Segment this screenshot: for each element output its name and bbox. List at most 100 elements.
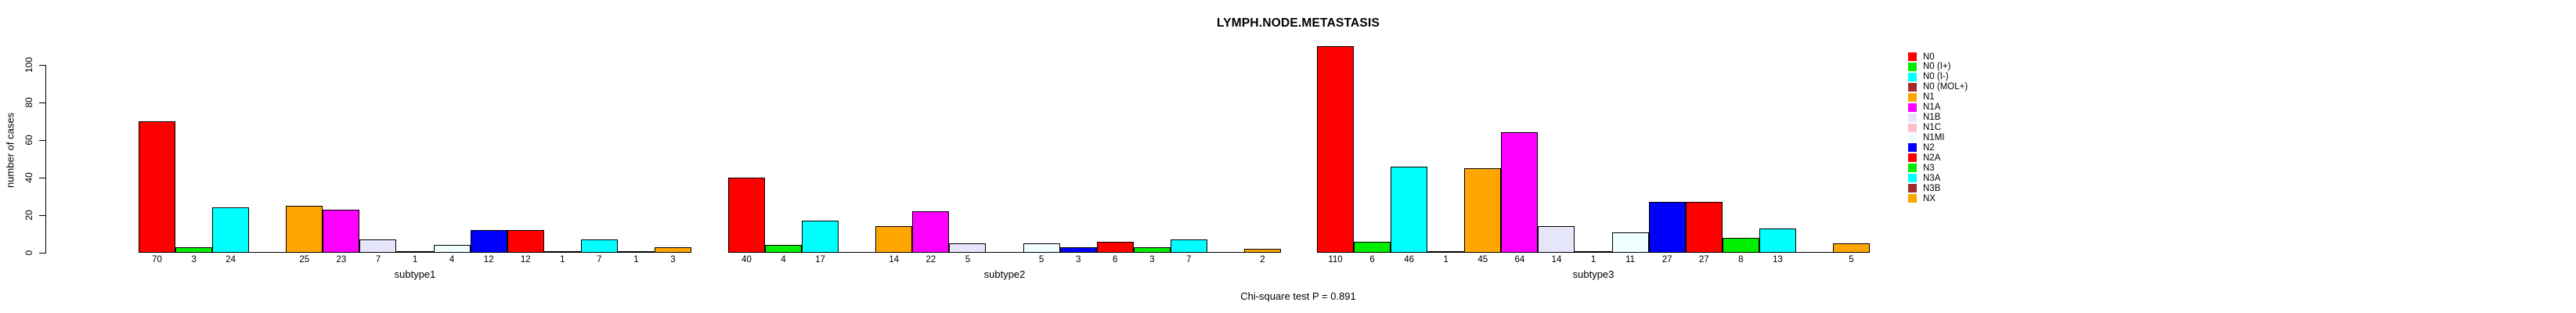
bar-zero-line [839,252,876,253]
bar-value-label: 13 [1772,255,1783,264]
bar-value-label: 6 [1369,255,1375,264]
bar [1685,202,1723,253]
bar [507,230,544,253]
legend-label: N1 [1923,92,1935,103]
bar-value-label: 46 [1404,255,1415,264]
bar [1611,232,1649,253]
legend-label: N3 [1923,163,1935,173]
bar [1243,249,1282,253]
bar-value-label: 14 [889,255,900,264]
legend-swatch [1908,113,1917,122]
y-tick-label: 100 [23,56,34,74]
y-axis-label: number of cases [4,112,16,189]
legend-label: N1MI [1923,132,1945,142]
bar [286,206,323,253]
y-tick-label: 20 [23,210,34,221]
y-tick-mark [39,252,45,254]
bar-value-label: 23 [336,255,347,264]
bar [212,207,250,253]
bar-value-label: 7 [1186,255,1192,264]
legend-swatch [1908,62,1917,71]
legend-label: N0 [1923,52,1935,62]
bar [728,178,766,253]
legend-label: N3A [1923,173,1941,183]
group-label: subtype1 [394,268,436,280]
bar [802,221,839,253]
bar [1096,241,1134,253]
bar [139,121,176,253]
bar [396,250,434,253]
bar-value-label: 8 [1738,255,1744,264]
bar-value-label: 4 [449,255,455,264]
legend-label: N1A [1923,103,1941,113]
bar-value-label: 17 [815,255,826,264]
bar-value-label: 3 [1149,255,1155,264]
legend-swatch [1908,133,1917,142]
group-label: subtype2 [983,268,1026,280]
bar-value-label: 25 [299,255,310,264]
bar-value-label: 70 [152,255,162,264]
legend-label: N0 (I+) [1923,62,1951,72]
bar-value-label: 64 [1514,255,1525,264]
bar [1354,241,1391,253]
legend-swatch [1908,174,1917,183]
bar [1538,226,1575,253]
bar [1648,202,1686,253]
bar-zero-line [1207,252,1244,253]
legend-swatch [1908,72,1917,81]
bar-value-label: 5 [1038,255,1044,264]
legend-swatch [1908,143,1917,153]
bar-value-label: 1 [560,255,565,264]
legend-label: N1C [1923,123,1942,132]
legend-swatch [1908,52,1917,61]
bar [175,246,213,253]
bar [617,250,655,253]
bar-value-label: 27 [1698,255,1709,264]
bar-value-label: 1 [1590,255,1596,264]
bar [1759,228,1796,253]
y-tick-mark [39,139,45,141]
group-label: subtype3 [1572,268,1615,280]
y-tick-label: 80 [23,97,34,108]
bar [1501,132,1539,253]
y-tick-mark [39,214,45,216]
y-tick-label: 0 [23,250,34,256]
bar [912,211,950,253]
legend-label: N2A [1923,153,1941,163]
bar [1391,166,1428,253]
legend-swatch [1908,82,1917,92]
bar-value-label: 5 [965,255,971,264]
bar-value-label: 7 [375,255,381,264]
legend-label: N0 (MOL+) [1923,82,1968,92]
bar [543,250,581,253]
y-axis-line [45,65,46,254]
legend-swatch [1908,194,1917,203]
bar-value-label: 22 [925,255,936,264]
bar [654,246,692,253]
y-tick-label: 60 [23,135,34,146]
bar [875,226,913,253]
bar-value-label: 6 [1113,255,1118,264]
bar [1133,246,1171,253]
bar [765,245,803,253]
legend-label: N2 [1923,142,1935,153]
bar-value-label: 110 [1328,255,1343,264]
bar [433,245,471,253]
bar-value-label: 5 [1849,255,1854,264]
legend-swatch [1908,92,1917,102]
bar-value-label: 3 [191,255,197,264]
legend-label: NX [1923,193,1936,203]
bar [1832,243,1871,253]
legend-label: N3B [1923,183,1941,193]
bar-value-label: 12 [520,255,531,264]
y-tick-label: 40 [23,172,34,183]
bar [1464,168,1502,253]
bar-value-label: 4 [781,255,786,264]
bar-value-label: 12 [483,255,494,264]
bar-zero-line [249,252,287,253]
bar [1427,250,1465,253]
legend-label: N1B [1923,113,1941,123]
bar-value-label: 14 [1551,255,1562,264]
legend-swatch [1908,164,1917,173]
